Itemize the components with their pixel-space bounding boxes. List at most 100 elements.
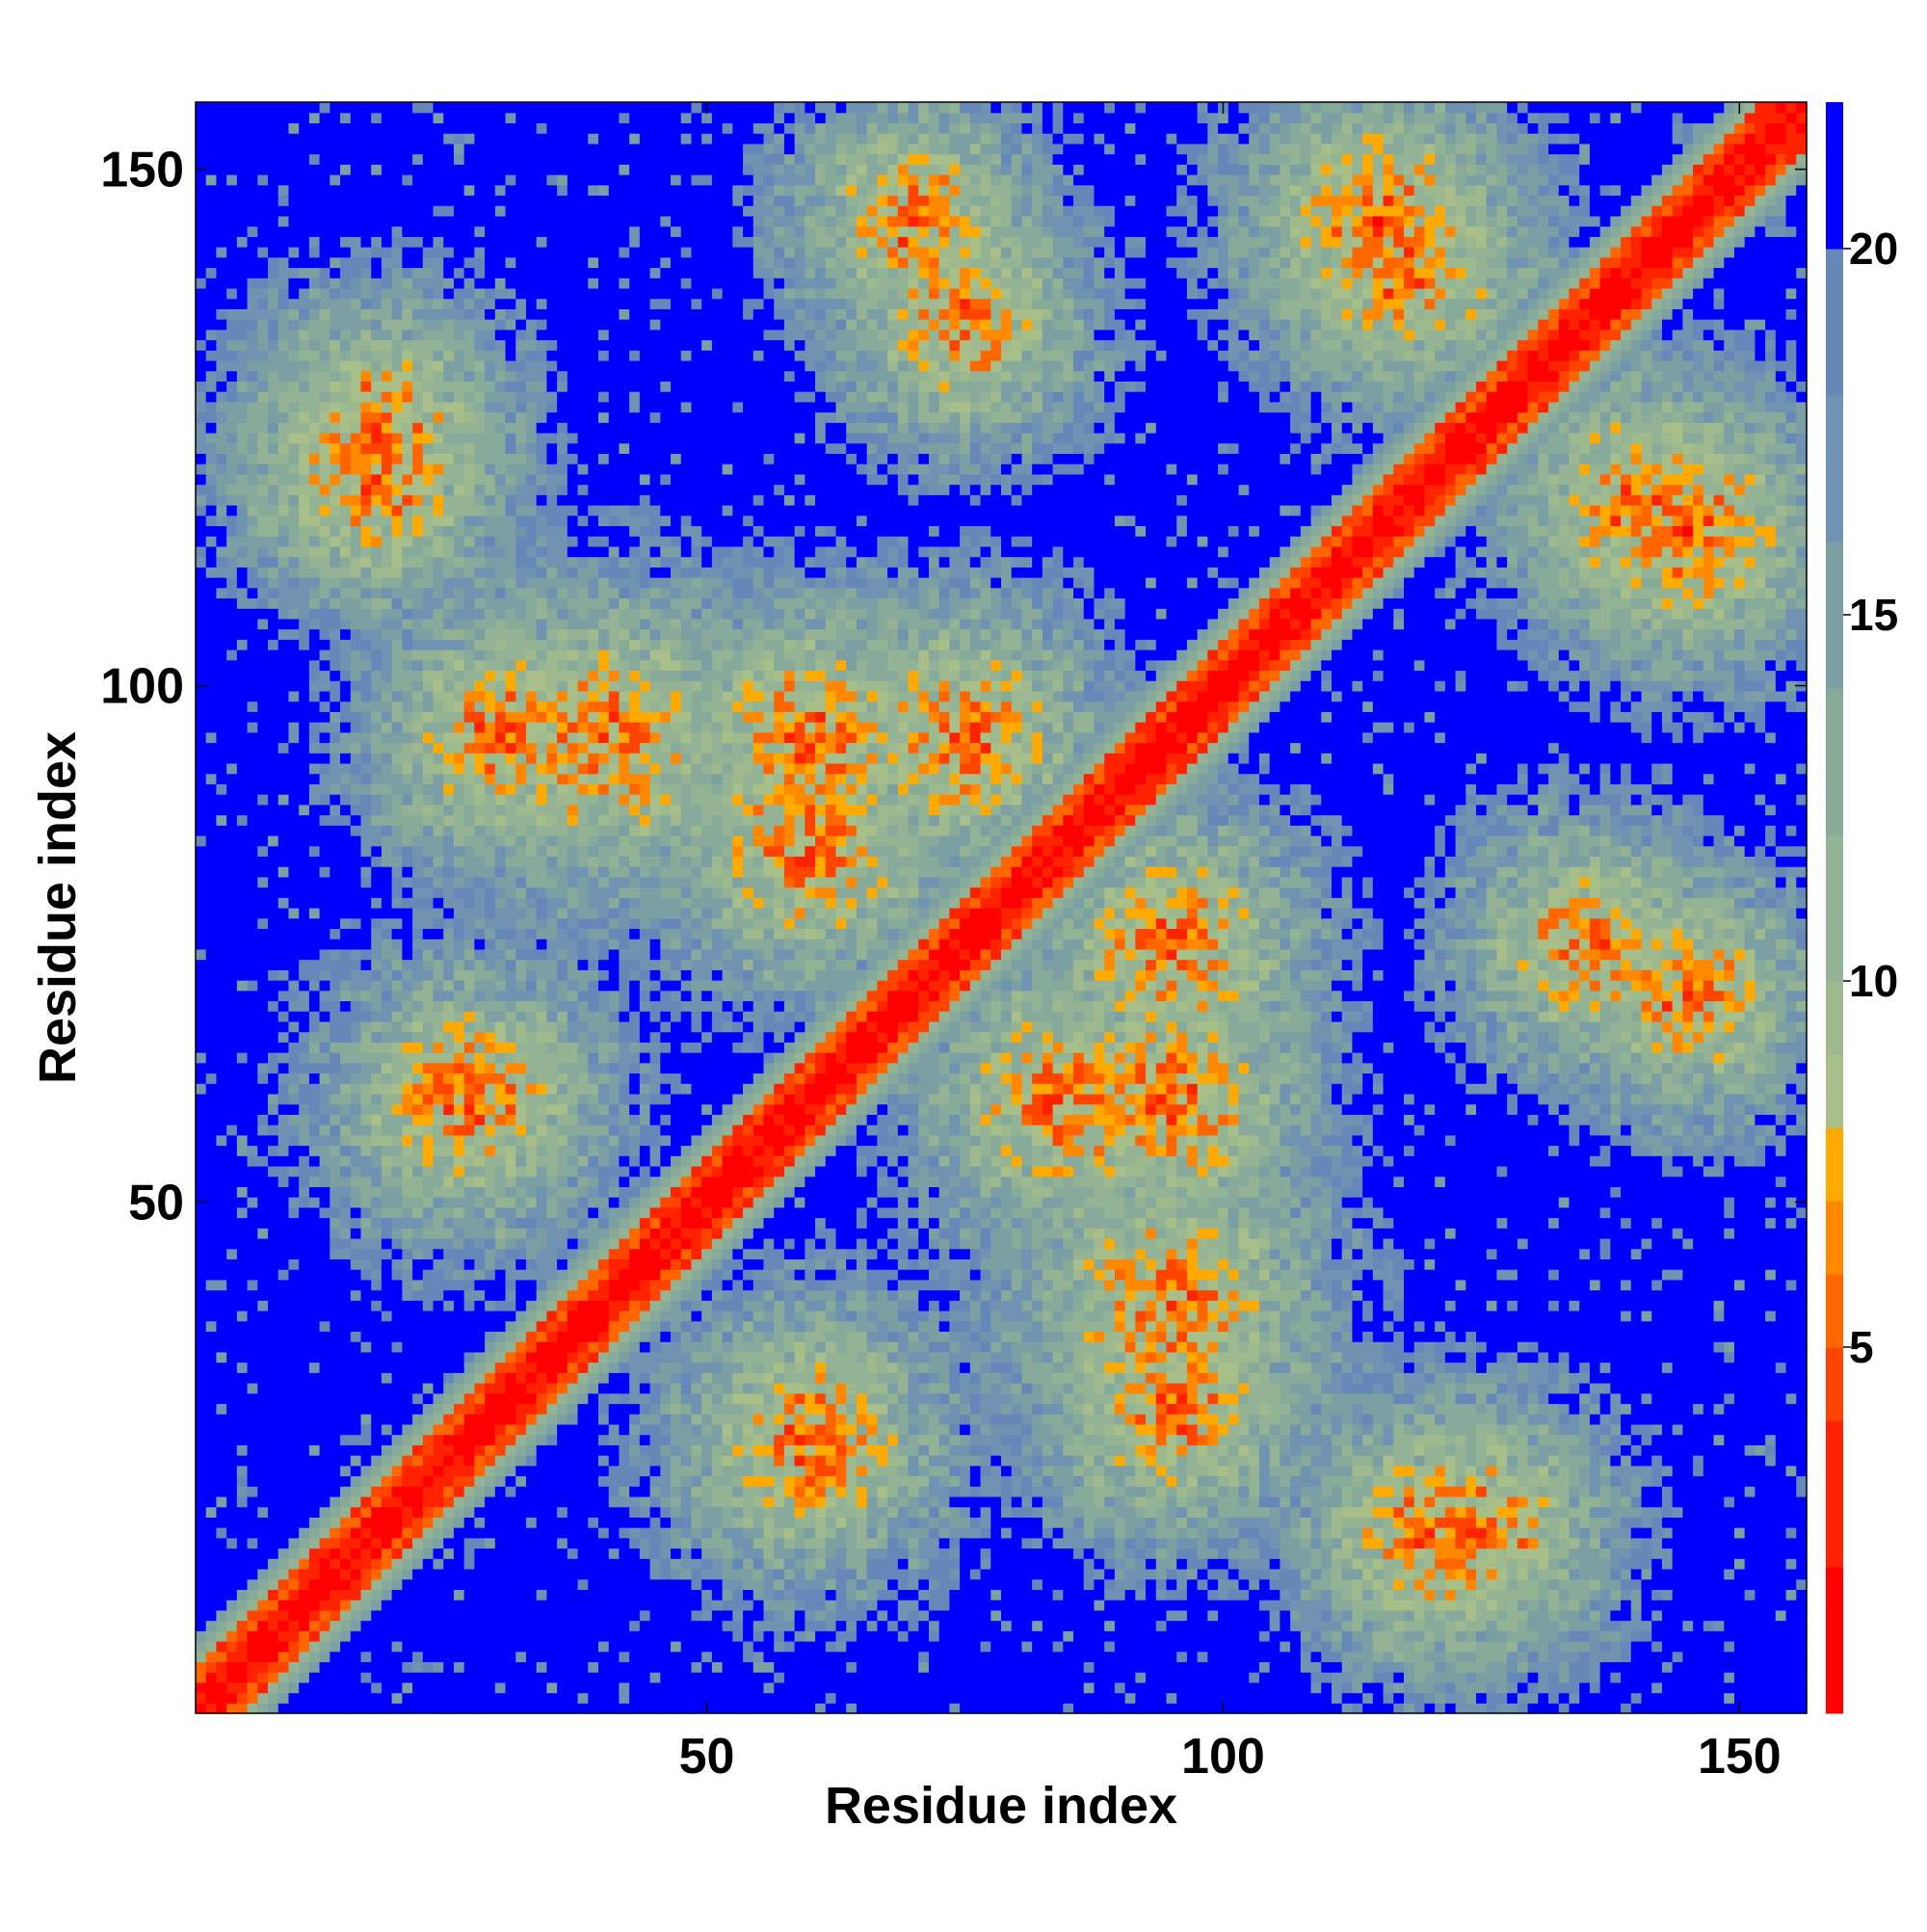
heatmap-cell xyxy=(391,597,403,609)
heatmap-cell xyxy=(422,948,435,961)
heatmap-cell xyxy=(443,247,455,258)
heatmap-cell xyxy=(360,102,372,114)
heatmap-cell xyxy=(236,215,249,227)
heatmap-cell xyxy=(360,917,372,930)
heatmap-cell xyxy=(463,1103,475,1115)
heatmap-cell xyxy=(299,1258,310,1270)
heatmap-cell xyxy=(308,1568,321,1580)
heatmap-cell xyxy=(402,1011,413,1022)
heatmap-cell xyxy=(350,515,362,527)
heatmap-cell xyxy=(319,1600,330,1611)
heatmap-cell xyxy=(340,1310,352,1322)
heatmap-cell xyxy=(350,680,362,692)
heatmap-cell xyxy=(268,1020,279,1033)
heatmap-cell xyxy=(330,928,341,940)
heatmap-cell xyxy=(308,567,321,578)
heatmap-cell xyxy=(433,670,444,681)
heatmap-cell xyxy=(288,391,300,403)
heatmap-cell xyxy=(463,608,475,620)
heatmap-cell xyxy=(205,1455,218,1467)
heatmap-cell xyxy=(308,577,321,589)
heatmap-cell xyxy=(268,1000,279,1012)
heatmap-cell xyxy=(268,1197,279,1208)
heatmap-cell xyxy=(340,628,352,640)
heatmap-cell xyxy=(412,1289,424,1301)
heatmap-cell xyxy=(236,1011,249,1022)
heatmap-cell xyxy=(350,1341,362,1353)
heatmap-cell xyxy=(277,1279,290,1291)
heatmap-cell xyxy=(360,1165,372,1178)
heatmap-cell xyxy=(350,939,362,950)
heatmap-cell xyxy=(391,545,403,558)
heatmap-cell xyxy=(277,1310,290,1322)
heatmap-cell xyxy=(268,701,279,712)
heatmap-cell xyxy=(340,453,352,464)
heatmap-cell xyxy=(381,804,393,816)
heatmap-cell xyxy=(350,773,362,784)
heatmap-cell xyxy=(319,1558,330,1570)
heatmap-cell xyxy=(196,1661,207,1673)
heatmap-cell xyxy=(299,112,310,124)
heatmap-cell xyxy=(422,649,435,661)
heatmap-cell xyxy=(350,287,362,300)
heatmap-cell xyxy=(236,1506,249,1518)
heatmap-cell xyxy=(216,432,227,444)
heatmap-cell xyxy=(371,225,383,237)
heatmap-cell xyxy=(381,1372,393,1384)
heatmap-cell xyxy=(485,453,496,464)
heatmap-cell xyxy=(330,1052,341,1064)
heatmap-cell xyxy=(330,980,341,992)
heatmap-cell xyxy=(205,205,218,217)
heatmap-cell xyxy=(308,670,321,681)
heatmap-cell xyxy=(474,1248,486,1260)
heatmap-cell xyxy=(463,381,475,392)
heatmap-cell xyxy=(350,1392,362,1405)
heatmap-cell xyxy=(485,205,496,217)
heatmap-cell xyxy=(277,1495,290,1508)
heatmap-cell xyxy=(412,1661,424,1673)
heatmap-cell xyxy=(371,153,383,165)
heatmap-cell xyxy=(494,1114,507,1125)
heatmap-cell xyxy=(288,866,300,878)
heatmap-cell xyxy=(216,1155,227,1167)
heatmap-cell xyxy=(350,463,362,475)
heatmap-cell xyxy=(277,753,290,764)
heatmap-cell xyxy=(226,1103,238,1115)
heatmap-cell xyxy=(391,825,403,836)
heatmap-cell xyxy=(196,1434,207,1445)
heatmap-cell xyxy=(299,422,310,434)
heatmap-cell xyxy=(330,1331,341,1342)
heatmap-cell xyxy=(381,1331,393,1342)
heatmap-cell xyxy=(485,1620,496,1631)
heatmap-cell xyxy=(319,1506,330,1518)
heatmap-cell xyxy=(340,1434,352,1445)
heatmap-cell xyxy=(277,1651,290,1663)
heatmap-cell xyxy=(277,536,290,547)
heatmap-cell xyxy=(288,1600,300,1611)
heatmap-cell xyxy=(505,1186,516,1198)
heatmap-cell xyxy=(494,866,507,878)
heatmap-cell xyxy=(268,1486,279,1497)
heatmap-cell xyxy=(340,205,352,217)
heatmap-cell xyxy=(299,339,310,351)
heatmap-cell xyxy=(485,587,496,599)
heatmap-cell xyxy=(443,567,455,578)
heatmap-cell xyxy=(381,742,393,754)
heatmap-cell xyxy=(515,948,527,961)
heatmap-cell xyxy=(308,659,321,672)
heatmap-cell xyxy=(350,442,362,455)
heatmap-cell xyxy=(391,1392,403,1405)
heatmap-cell xyxy=(381,278,393,289)
heatmap-cell xyxy=(381,122,393,134)
heatmap-cell xyxy=(350,1455,362,1467)
heatmap-cell xyxy=(308,856,321,867)
heatmap-cell xyxy=(515,711,527,723)
heatmap-cell xyxy=(226,908,238,919)
heatmap-cell xyxy=(268,814,279,826)
heatmap-cell xyxy=(463,556,475,568)
heatmap-cell xyxy=(381,1011,393,1022)
heatmap-cell xyxy=(288,1155,300,1167)
heatmap-cell xyxy=(412,1434,424,1445)
heatmap-cell xyxy=(350,339,362,351)
heatmap-cell xyxy=(247,587,258,599)
